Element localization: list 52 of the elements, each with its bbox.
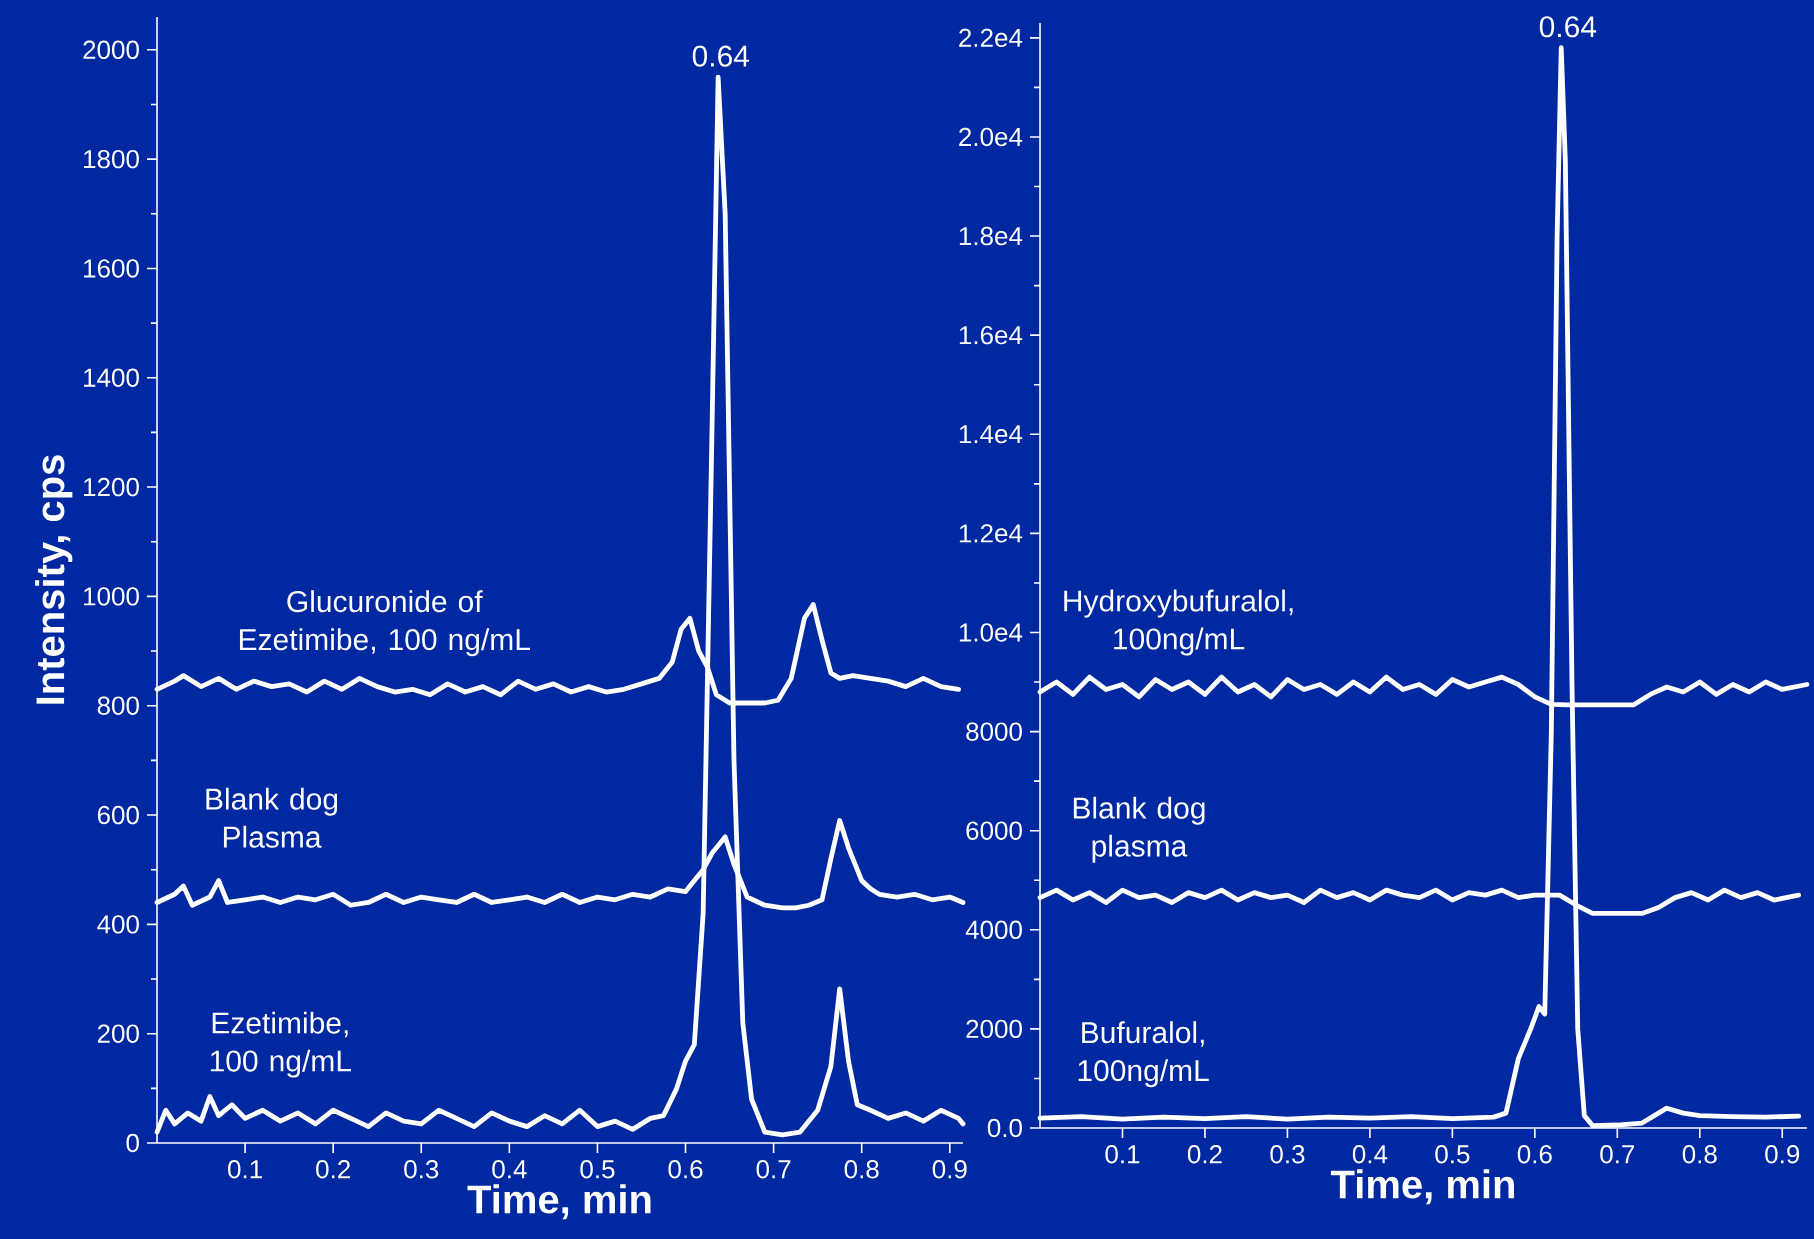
- y-tick-label: 600: [97, 805, 139, 825]
- y-tick-label: 1400: [84, 368, 139, 387]
- y-tick-label: 1800: [84, 149, 139, 169]
- x-tick-label: 0.2: [316, 1160, 350, 1179]
- y-tick-label: 1.2e4: [959, 524, 1023, 543]
- x-tick-label: 0.3: [404, 1160, 439, 1179]
- y-tick-label: 4000: [965, 920, 1022, 939]
- x-tick-label: 0.5: [580, 1160, 615, 1179]
- x-tick-label: 0.8: [1682, 1145, 1717, 1164]
- y-tick-label: 8000: [966, 722, 1022, 741]
- x-tick-label: 0.1: [1105, 1145, 1140, 1164]
- y-tick-label: 1000: [84, 587, 139, 606]
- series-label: Ezetimibe, 100 ng/mL: [210, 1011, 352, 1078]
- y-tick-label: 2000: [966, 1019, 1022, 1039]
- y-tick-label: 2.0e4: [959, 127, 1023, 147]
- series-label: Hydroxybufuralol, 100ng/mL: [1064, 589, 1293, 656]
- y-axis-title: Intensity, cps: [35, 455, 73, 704]
- y-tick-label: 1.0e4: [959, 623, 1023, 642]
- x-tick-label: 0.7: [756, 1160, 791, 1179]
- x-tick-label: 0.5: [1435, 1145, 1470, 1164]
- x-tick-label: 0.8: [844, 1160, 879, 1179]
- y-tick-label: 1.8e4: [959, 226, 1023, 246]
- x-axis-title: Time, min: [467, 1184, 651, 1220]
- x-axis-title: Time, min: [1330, 1169, 1514, 1205]
- x-tick-label: 0.1: [228, 1160, 262, 1179]
- y-tick-label: 0: [126, 1133, 139, 1153]
- x-tick-label: 0.7: [1600, 1145, 1635, 1164]
- series-label: Bufuralol, 100ng/mL: [1078, 1021, 1209, 1088]
- y-tick-label: 1.4e4: [959, 425, 1023, 444]
- y-tick-label: 2000: [83, 40, 139, 59]
- y-tick-label: 800: [97, 696, 139, 715]
- x-tick-label: 0.9: [1765, 1145, 1800, 1164]
- y-tick-label: 2.2e4: [959, 28, 1023, 48]
- x-tick-label: 0.4: [492, 1160, 527, 1179]
- series-label: Blank dog plasma: [1073, 796, 1205, 863]
- y-tick-label: 1.6e4: [959, 325, 1023, 345]
- y-tick-label: 0.0: [987, 1118, 1022, 1138]
- y-tick-label: 1600: [84, 259, 139, 278]
- x-tick-label: 0.2: [1187, 1145, 1222, 1164]
- series-label: Blank dog Plasma: [206, 787, 338, 848]
- x-tick-label: 0.9: [932, 1160, 967, 1179]
- annotation: 0.64: [1539, 16, 1597, 38]
- y-tick-label: 6000: [966, 821, 1022, 840]
- x-tick-label: 0.4: [1352, 1145, 1388, 1164]
- x-tick-label: 0.6: [668, 1160, 703, 1179]
- series-label: Glucuronide of Ezetimibe, 100 ng/mL: [239, 590, 530, 657]
- annotation: 0.64: [692, 45, 750, 67]
- y-tick-label: 200: [97, 1024, 139, 1043]
- y-tick-label: 1200: [84, 477, 139, 497]
- y-tick-label: 400: [97, 915, 139, 934]
- x-tick-label: 0.3: [1270, 1145, 1305, 1164]
- x-tick-label: 0.6: [1517, 1145, 1552, 1164]
